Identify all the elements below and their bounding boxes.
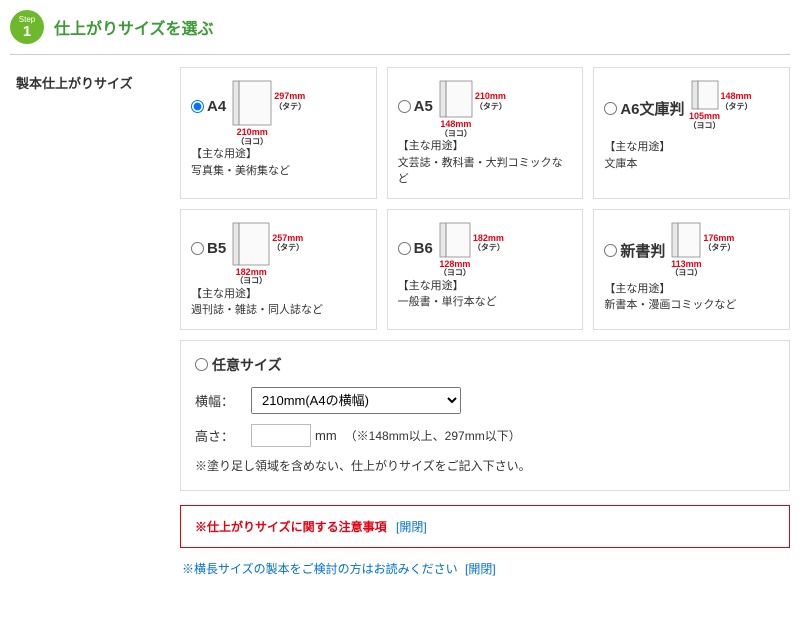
custom-radio-row[interactable]: 任意サイズ bbox=[195, 355, 775, 375]
size-radio-a6[interactable] bbox=[604, 102, 617, 115]
size-usage-text-a6: 文庫本 bbox=[604, 156, 779, 173]
size-width-b6: 128mm（ヨコ） bbox=[439, 260, 471, 279]
landscape-note-toggle[interactable]: [開閉] bbox=[465, 562, 496, 576]
size-name-shinsho: 新書判 bbox=[620, 240, 665, 261]
size-card-top: B6 182mm（タテ） 128mm（ヨコ） bbox=[398, 222, 573, 258]
size-radio-wrap-a5[interactable]: A5 bbox=[398, 98, 433, 115]
size-height-b6: 182mm（タテ） bbox=[473, 234, 505, 254]
size-height-shinsho: 176mm（タテ） bbox=[703, 234, 735, 254]
size-width-a4: 210mm（ヨコ） bbox=[236, 128, 268, 147]
size-card-a5[interactable]: A5 210mm（タテ） 148mm（ヨコ） 【主な用途】 文芸誌・教科書・大判… bbox=[387, 67, 584, 199]
size-width-b5: 182mm（ヨコ） bbox=[235, 268, 267, 287]
size-usage-b5: 【主な用途】 週刊誌・雑誌・同人誌など bbox=[191, 286, 366, 319]
notice-box: ※仕上がりサイズに関する注意事項 [開閉] bbox=[180, 505, 790, 548]
size-width-a6: 105mm（ヨコ） bbox=[689, 112, 721, 131]
size-radio-a4[interactable] bbox=[191, 100, 204, 113]
custom-width-label: 横幅： bbox=[195, 391, 251, 410]
size-usage-text-b5: 週刊誌・雑誌・同人誌など bbox=[191, 302, 366, 319]
size-card-a4[interactable]: A4 297mm（タテ） 210mm（ヨコ） 【主な用途】 写真集・美術集など bbox=[180, 67, 377, 199]
size-grid: A4 297mm（タテ） 210mm（ヨコ） 【主な用途】 写真集・美術集など … bbox=[180, 67, 790, 330]
size-name-a4: A4 bbox=[207, 98, 226, 115]
landscape-note-text: ※横長サイズの製本をご検討の方はお読みください bbox=[182, 562, 458, 576]
custom-size-name: 任意サイズ bbox=[212, 355, 282, 375]
size-radio-shinsho[interactable] bbox=[604, 244, 617, 257]
custom-width-select[interactable]: 210mm(A4の横幅) bbox=[251, 387, 461, 414]
size-name-b6: B6 bbox=[414, 240, 433, 257]
size-card-top: B5 257mm（タテ） 182mm（ヨコ） bbox=[191, 222, 366, 266]
size-usage-text-a4: 写真集・美術集など bbox=[191, 163, 366, 180]
size-card-b6[interactable]: B6 182mm（タテ） 128mm（ヨコ） 【主な用途】 一般書・単行本など bbox=[387, 209, 584, 330]
custom-size-radio[interactable] bbox=[195, 358, 208, 371]
size-name-a6: A6文庫判 bbox=[620, 98, 684, 119]
size-usage-title-a6: 【主な用途】 bbox=[604, 139, 779, 156]
size-usage-a4: 【主な用途】 写真集・美術集など bbox=[191, 146, 366, 179]
size-usage-shinsho: 【主な用途】 新書本・漫画コミックなど bbox=[604, 281, 779, 314]
size-radio-wrap-a4[interactable]: A4 bbox=[191, 98, 226, 115]
custom-height-label: 高さ： bbox=[195, 426, 251, 445]
size-usage-title-b6: 【主な用途】 bbox=[398, 278, 573, 295]
size-radio-wrap-shinsho[interactable]: 新書判 bbox=[604, 240, 665, 261]
step-header: Step 1 仕上がりサイズを選ぶ bbox=[10, 10, 790, 55]
size-radio-b5[interactable] bbox=[191, 242, 204, 255]
size-height-a6: 148mm（タテ） bbox=[721, 92, 753, 112]
size-name-b5: B5 bbox=[207, 240, 226, 257]
size-radio-wrap-b5[interactable]: B5 bbox=[191, 240, 226, 257]
size-radio-a5[interactable] bbox=[398, 100, 411, 113]
custom-width-row: 横幅： 210mm(A4の横幅) bbox=[195, 387, 775, 414]
size-name-a5: A5 bbox=[414, 98, 433, 115]
custom-height-unit: mm bbox=[315, 428, 337, 443]
size-usage-title-a5: 【主な用途】 bbox=[398, 138, 573, 155]
custom-height-input[interactable] bbox=[251, 424, 311, 447]
size-radio-wrap-b6[interactable]: B6 bbox=[398, 240, 433, 257]
custom-size-card: 任意サイズ 横幅： 210mm(A4の横幅) 高さ： mm （※148mm以上、… bbox=[180, 340, 790, 491]
size-usage-text-b6: 一般書・単行本など bbox=[398, 294, 573, 311]
size-height-b5: 257mm（タテ） bbox=[272, 234, 304, 254]
size-height-a5: 210mm（タテ） bbox=[475, 92, 507, 112]
size-diagram-a6: 148mm（タテ） 105mm（ヨコ） bbox=[691, 80, 719, 110]
step-badge: Step 1 bbox=[10, 10, 44, 44]
size-usage-title-a4: 【主な用途】 bbox=[191, 146, 366, 163]
size-diagram-shinsho: 176mm（タテ） 113mm（ヨコ） bbox=[671, 222, 701, 258]
size-card-a6[interactable]: A6文庫判 148mm（タテ） 105mm（ヨコ） 【主な用途】 文庫本 bbox=[593, 67, 790, 199]
size-width-a5: 148mm（ヨコ） bbox=[440, 120, 472, 139]
notice-text: ※仕上がりサイズに関する注意事項 bbox=[195, 520, 387, 534]
size-card-top: A6文庫判 148mm（タテ） 105mm（ヨコ） bbox=[604, 80, 779, 119]
form-row: 製本仕上がりサイズ A4 297mm（タテ） 210mm（ヨコ） 【主な用途】 … bbox=[10, 67, 790, 579]
size-usage-a5: 【主な用途】 文芸誌・教科書・大判コミックなど bbox=[398, 138, 573, 188]
notice-toggle[interactable]: [開閉] bbox=[396, 520, 427, 534]
size-width-shinsho: 113mm（ヨコ） bbox=[670, 260, 702, 279]
step-title: 仕上がりサイズを選ぶ bbox=[54, 15, 214, 39]
custom-height-hint: （※148mm以上、297mm以下） bbox=[345, 427, 521, 444]
size-usage-title-shinsho: 【主な用途】 bbox=[604, 281, 779, 298]
size-diagram-b5: 257mm（タテ） 182mm（ヨコ） bbox=[232, 222, 270, 266]
size-card-b5[interactable]: B5 257mm（タテ） 182mm（ヨコ） 【主な用途】 週刊誌・雑誌・同人誌… bbox=[180, 209, 377, 330]
step-number: 1 bbox=[23, 24, 31, 39]
custom-height-row: 高さ： mm （※148mm以上、297mm以下） bbox=[195, 424, 775, 447]
size-diagram-a4: 297mm（タテ） 210mm（ヨコ） bbox=[232, 80, 272, 126]
form-content: A4 297mm（タテ） 210mm（ヨコ） 【主な用途】 写真集・美術集など … bbox=[180, 67, 790, 579]
size-card-shinsho[interactable]: 新書判 176mm（タテ） 113mm（ヨコ） 【主な用途】 新書本・漫画コミッ… bbox=[593, 209, 790, 330]
custom-note: ※塗り足し領域を含めない、仕上がりサイズをご記入下さい。 bbox=[195, 457, 775, 474]
size-height-a4: 297mm（タテ） bbox=[274, 92, 306, 112]
size-diagram-a5: 210mm（タテ） 148mm（ヨコ） bbox=[439, 80, 473, 118]
size-diagram-b6: 182mm（タテ） 128mm（ヨコ） bbox=[439, 222, 471, 258]
size-card-top: A4 297mm（タテ） 210mm（ヨコ） bbox=[191, 80, 366, 126]
size-usage-title-b5: 【主な用途】 bbox=[191, 286, 366, 303]
size-usage-b6: 【主な用途】 一般書・単行本など bbox=[398, 278, 573, 311]
size-card-top: 新書判 176mm（タテ） 113mm（ヨコ） bbox=[604, 222, 779, 261]
landscape-note: ※横長サイズの製本をご検討の方はお読みください [開閉] bbox=[180, 558, 790, 579]
size-radio-wrap-a6[interactable]: A6文庫判 bbox=[604, 98, 684, 119]
size-usage-text-shinsho: 新書本・漫画コミックなど bbox=[604, 297, 779, 314]
size-usage-a6: 【主な用途】 文庫本 bbox=[604, 139, 779, 172]
form-label: 製本仕上がりサイズ bbox=[10, 67, 180, 92]
size-radio-b6[interactable] bbox=[398, 242, 411, 255]
size-usage-text-a5: 文芸誌・教科書・大判コミックなど bbox=[398, 155, 573, 188]
size-card-top: A5 210mm（タテ） 148mm（ヨコ） bbox=[398, 80, 573, 118]
